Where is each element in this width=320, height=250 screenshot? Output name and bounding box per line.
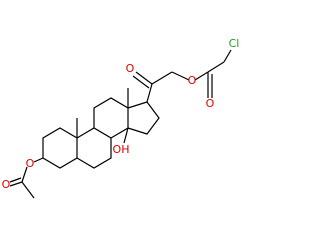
structure-diagram: O O O Cl OH O O [2,37,240,199]
bonds [9,49,232,199]
atom-label: O [126,62,135,75]
ring-d [127,101,160,135]
atom-labels: O O O Cl OH O O [2,37,240,191]
side-chain-bond [171,71,190,81]
acetate-bond [33,157,44,163]
acetate-bond [21,166,28,183]
acetate-bond [21,181,35,199]
atom-label: OH [113,143,130,156]
side-chain-bond [194,71,209,81]
ring-a [42,127,78,169]
ketone-double-bond [132,75,150,89]
acetate-double-bond [9,177,22,183]
ketone-double-bond [135,71,153,85]
atom-label: O [188,74,197,87]
atom-label: Cl [229,37,240,50]
ring-b [76,127,112,169]
side-chain-bond [151,71,173,85]
ring-c [93,97,129,139]
atom-label: O [2,178,11,191]
side-chain-bond [146,83,153,103]
atom-label: O [26,157,35,170]
atom-label: O [206,97,215,110]
side-chain-bond [207,61,225,73]
acetate-double-bond [9,181,23,187]
hydroxyl-bond [123,127,129,144]
side-chain-bond [223,49,232,63]
